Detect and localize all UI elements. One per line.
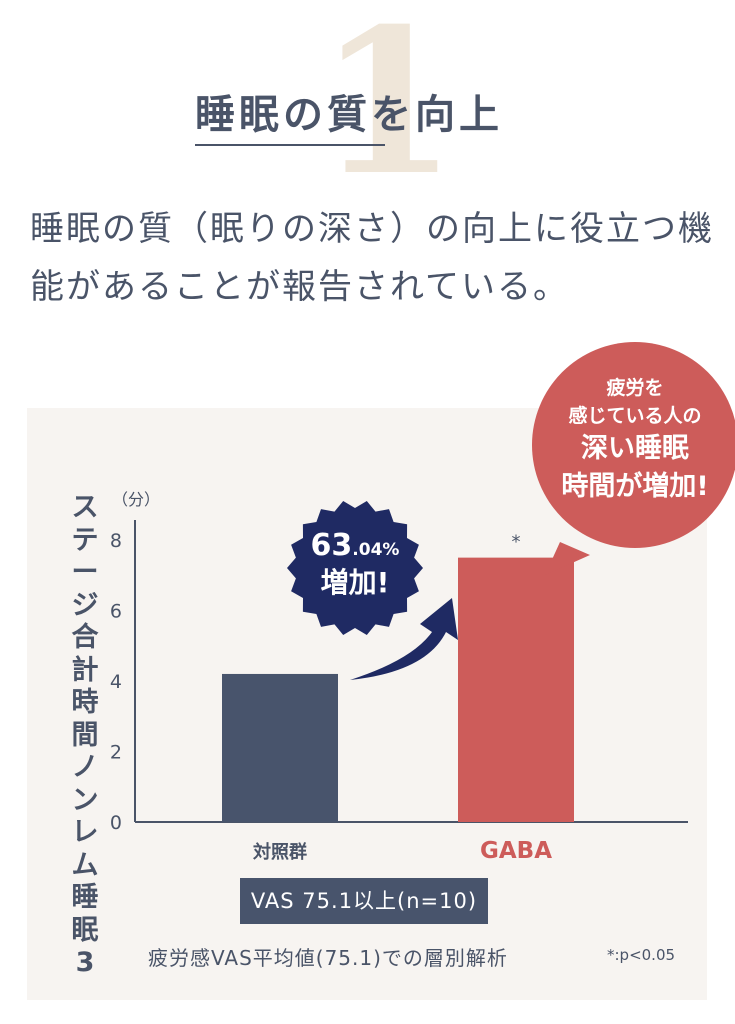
bubble-line-3: 深い睡眠 xyxy=(581,433,689,464)
speech-bubble-body xyxy=(532,342,735,548)
speech-bubble xyxy=(545,542,590,575)
bubble-line-2: 感じている人の xyxy=(568,405,702,427)
increase-arrow xyxy=(350,598,458,680)
increase-badge xyxy=(287,501,423,635)
y-axis-unit: （分） xyxy=(112,490,160,509)
badge-percent-main: 63 xyxy=(310,528,353,563)
badge-increase-label: 増加! xyxy=(320,566,390,599)
analysis-note: 疲労感VAS平均値(75.1)での層別解析 xyxy=(148,946,508,970)
section-title: 睡眠の質を向上 xyxy=(195,92,503,138)
lead-text: 睡眠の質（眠りの深さ）の向上に役立つ機能があることが報告されている。 xyxy=(30,209,714,307)
bar-control xyxy=(222,673,338,822)
bubble-text: 疲労を 感じている人の 深い睡眠 時間が増加! xyxy=(540,374,730,506)
badge-percent-decimal: .04% xyxy=(352,540,400,560)
section-number: 1 xyxy=(318,0,458,220)
bubble-line-4: 時間が増加! xyxy=(561,471,709,502)
y-tick-label: 0 xyxy=(110,812,122,834)
y-tick-label: 8 xyxy=(110,530,122,552)
y-tick-label: 4 xyxy=(110,671,122,693)
y-tick-label: 6 xyxy=(110,601,122,623)
x-category-label: GABA xyxy=(480,838,552,864)
title-underline xyxy=(195,144,385,146)
y-tick-label: 2 xyxy=(110,742,122,764)
significance-note: *:p<0.05 xyxy=(607,946,676,964)
significance-mark: * xyxy=(512,532,521,553)
x-category-label: 対照群 xyxy=(252,841,307,863)
bubble-line-1: 疲労を xyxy=(606,377,664,399)
bar-gaba xyxy=(458,557,574,822)
badge-text: 63.04% 増加! xyxy=(295,528,415,603)
vas-box: VAS 75.1以上(n=10) xyxy=(240,878,488,924)
